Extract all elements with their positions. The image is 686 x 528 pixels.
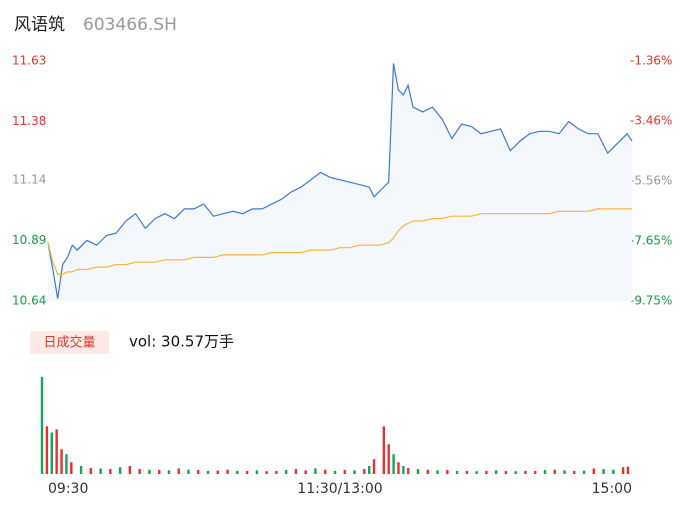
volume-bar [65, 454, 68, 474]
volume-badge: 日成交量 [43, 335, 95, 351]
volume-bar [40, 376, 44, 474]
x-tick-label: 09:30 [48, 481, 88, 497]
volume-bar [475, 471, 478, 474]
volume-bar [294, 469, 298, 474]
y-tick-label: 10.64 [12, 294, 46, 308]
volume-bar [206, 470, 210, 474]
y-tick-label: 11.14 [12, 172, 46, 186]
volume-bar [392, 454, 395, 474]
volume-bar [524, 470, 527, 474]
stock-code: 603466.SH [83, 15, 177, 35]
volume-bar [553, 469, 556, 474]
volume-bar [446, 470, 449, 474]
volume-bar [494, 470, 498, 474]
volume-bar [455, 470, 459, 474]
volume-bar [187, 469, 190, 474]
volume-total: vol: 30.57万手 [129, 333, 234, 351]
volume-bar [382, 426, 386, 474]
volume-bar [50, 432, 53, 474]
volume-bar [236, 470, 239, 474]
volume-bar [275, 470, 278, 474]
volume-bar [626, 466, 630, 474]
volume-bar [167, 470, 171, 474]
y-tick-label: 10.89 [12, 233, 46, 247]
volume-bar [45, 426, 49, 474]
stock-name: 风语筑 [14, 15, 65, 35]
volume-bar [363, 469, 366, 474]
y2-tick-label: -3.46% [630, 114, 672, 128]
volume-bar [485, 470, 488, 474]
volume-bar [426, 469, 429, 474]
price-area [48, 63, 632, 302]
volume-bar [612, 469, 615, 474]
volume-bar [197, 469, 200, 474]
volume-bar [158, 470, 161, 474]
volume-bar [353, 470, 356, 474]
volume-bar [265, 471, 268, 474]
volume-bar [333, 470, 337, 474]
y2-tick-label: -5.56% [630, 174, 672, 188]
volume-bar [109, 469, 112, 474]
volume-bar [436, 470, 439, 474]
volume-bar [367, 465, 371, 474]
y2-tick-label: -1.36% [630, 54, 672, 68]
average-line [47, 208, 632, 275]
volume-bar [245, 471, 249, 474]
volume-bar [621, 467, 625, 474]
volume-bar [118, 467, 122, 474]
y-tick-label: 11.63 [12, 54, 46, 68]
volume-bar [514, 471, 517, 474]
volume-bar [407, 468, 410, 474]
volume-bar [602, 469, 605, 474]
volume-bar [60, 449, 63, 474]
badge-bg [30, 331, 109, 354]
volume-bar [534, 471, 537, 474]
y-tick-label: 11.38 [12, 114, 46, 128]
price-line [47, 63, 633, 299]
y2-tick-label: -9.75% [630, 294, 672, 308]
volume-bar [563, 470, 566, 474]
volume-bar [55, 429, 58, 474]
volume-bar [216, 470, 219, 474]
volume-bar [284, 469, 288, 474]
volume-bar [177, 468, 180, 474]
volume-bar [128, 465, 132, 474]
volume-bar [70, 462, 73, 474]
y2-tick-label: -7.65% [630, 233, 672, 247]
volume-bar [416, 469, 420, 474]
volume-bar [255, 470, 259, 474]
volume-bar [89, 468, 93, 474]
volume-bar [543, 470, 547, 474]
volume-bar [592, 468, 596, 474]
volume-bar [79, 465, 83, 474]
volume-bar [99, 468, 102, 474]
volume-bar [226, 469, 229, 474]
volume-bar [304, 470, 307, 474]
x-tick-label: 15:00 [592, 481, 632, 497]
volume-bar [324, 469, 327, 474]
volume-bar [582, 470, 586, 474]
volume-bar [465, 471, 469, 474]
volume-bar [372, 459, 376, 474]
volume-bar [387, 444, 390, 474]
volume-bar [138, 469, 141, 474]
volume-bar [343, 470, 346, 474]
volume-bar [402, 465, 405, 474]
volume-bar [148, 469, 151, 474]
volume-bar [504, 471, 508, 474]
volume-bar [314, 468, 317, 474]
x-tick-label: 11:30/13:00 [297, 481, 382, 497]
volume-bar [397, 462, 400, 474]
volume-bar [573, 470, 576, 474]
